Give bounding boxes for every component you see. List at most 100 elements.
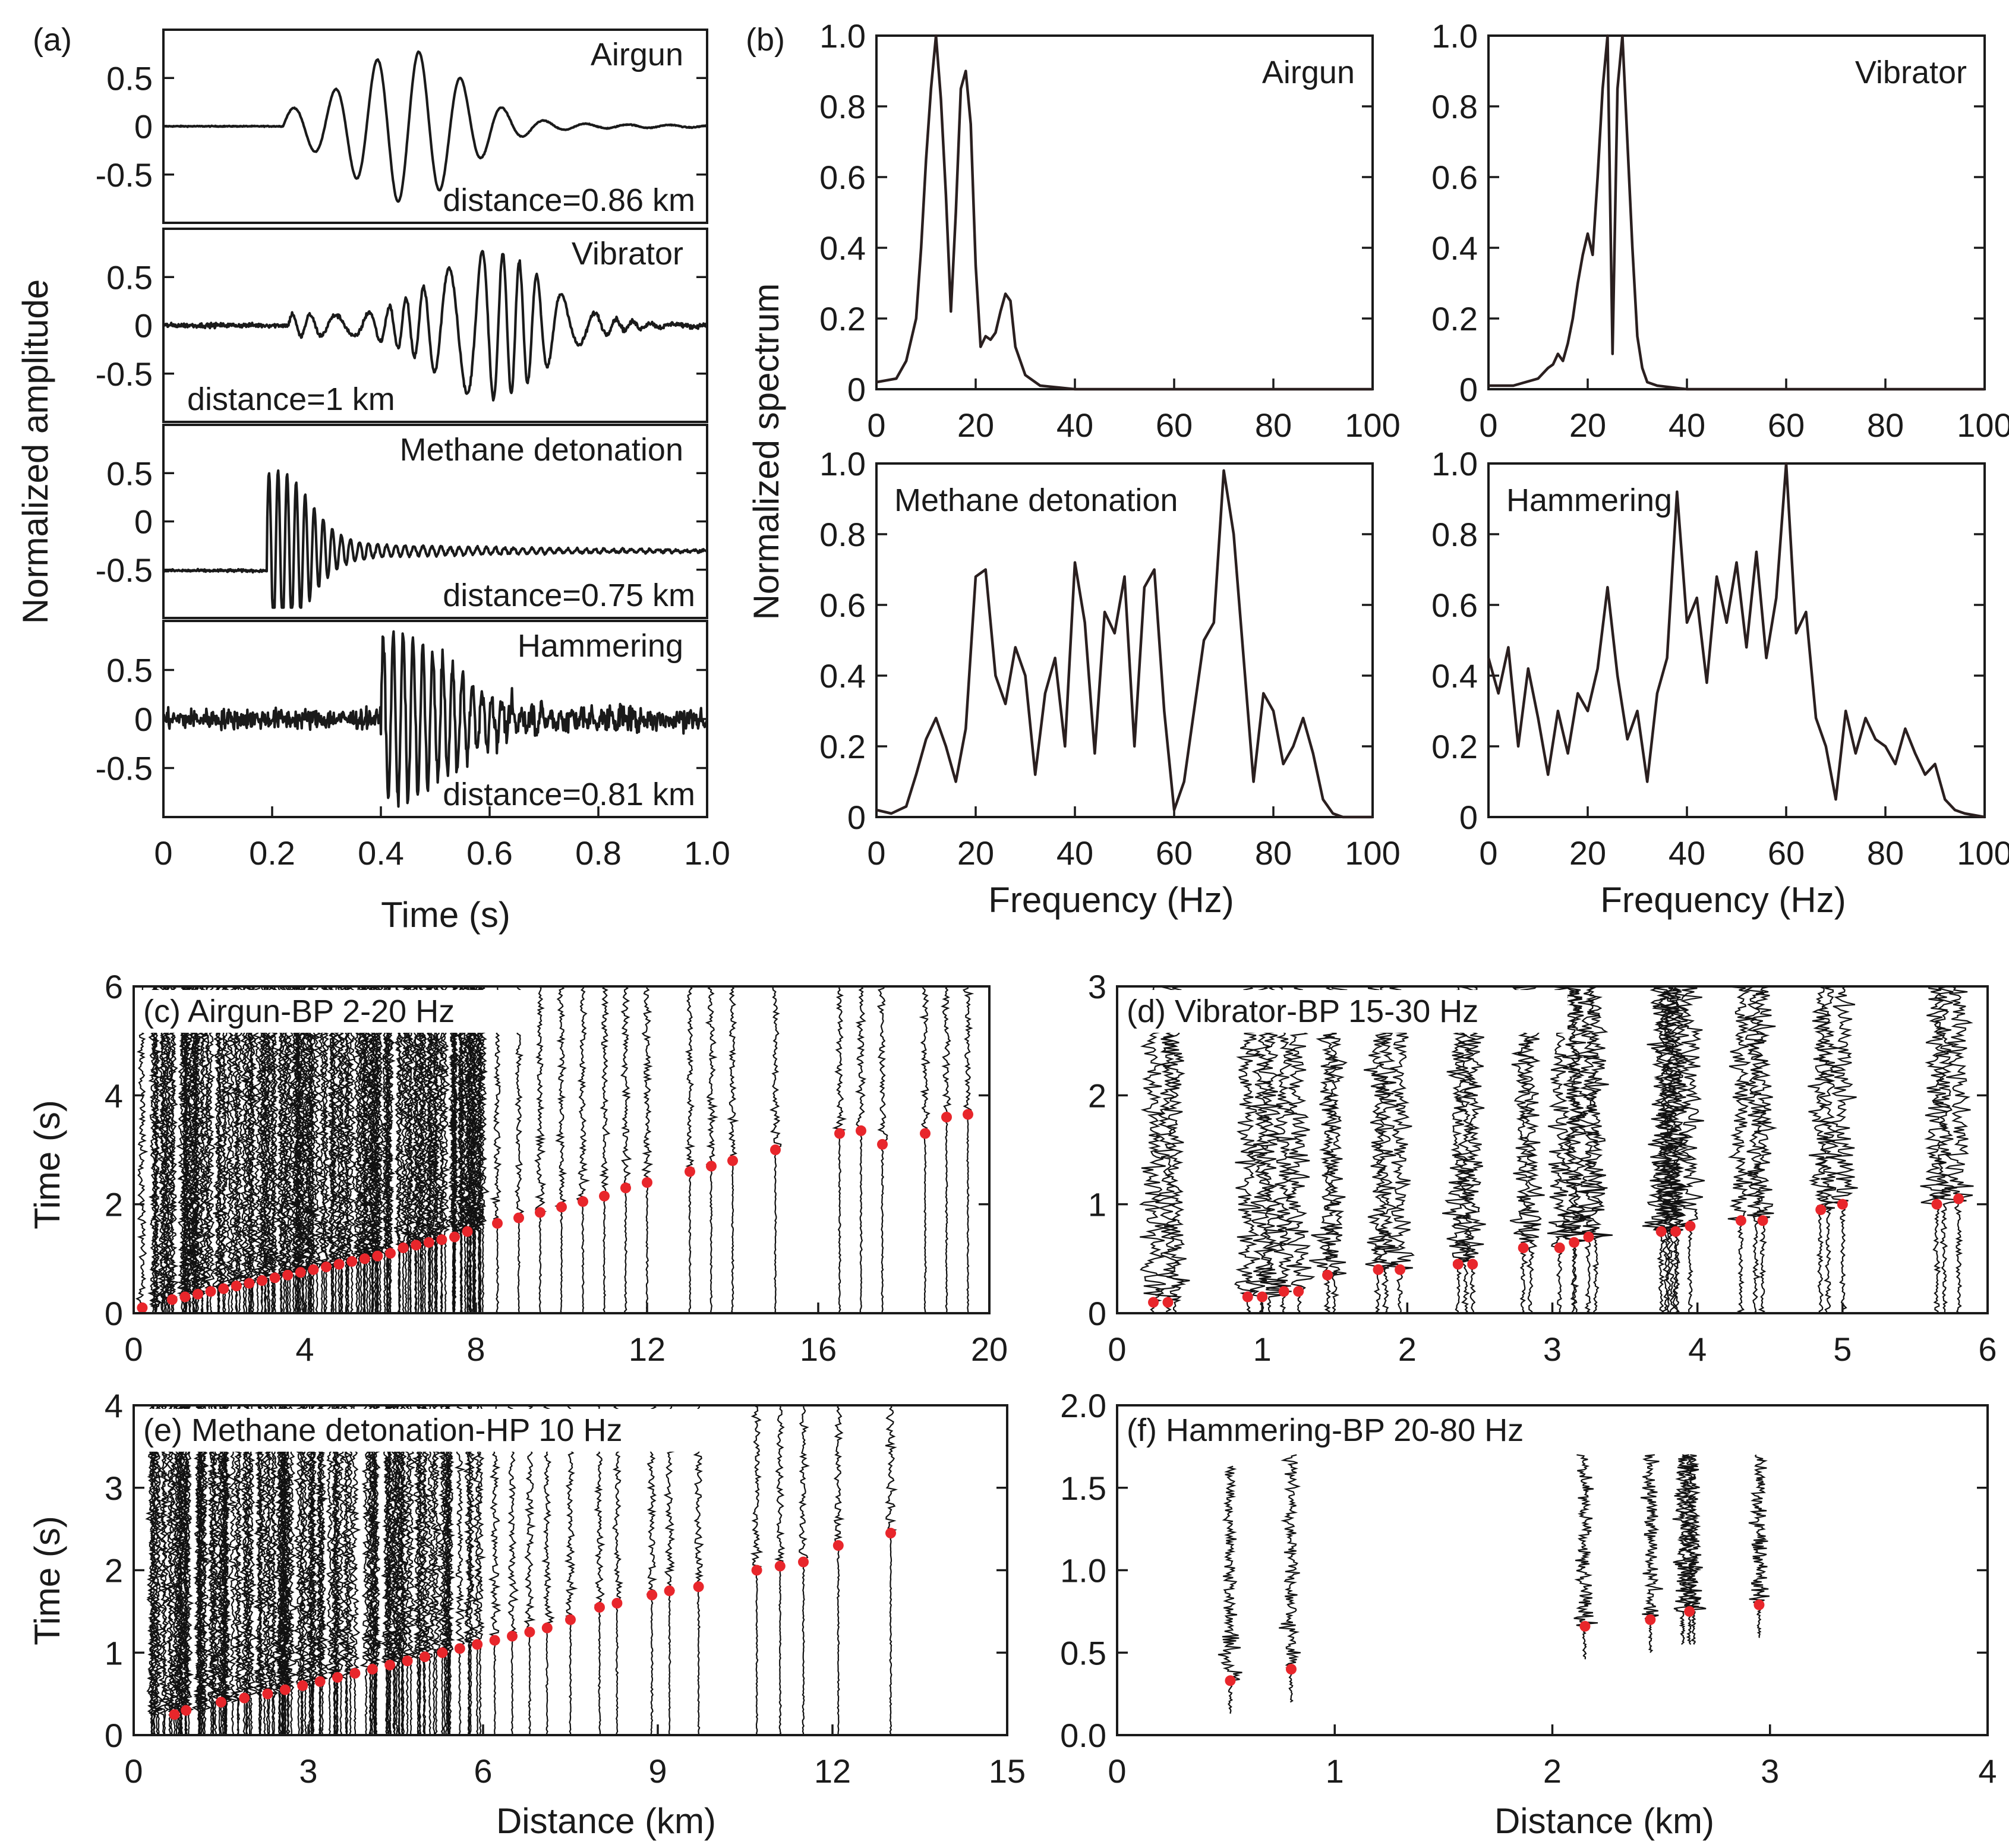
panel-d-first-arrival-pick [1278, 1286, 1289, 1297]
panel-c-first-arrival-pick [205, 1286, 216, 1297]
panel-c-trace [439, 986, 451, 1314]
panel-c-trace [409, 986, 421, 1314]
panel-d-ytick-label: 3 [1088, 968, 1106, 1005]
panel-b-spectrum-methane-detonation: 0 0.2 0.4 0.6 0.8 1.0 0 20 40 60 80 100 Methane deto… [819, 445, 1401, 872]
panel-b-ytick-label: 0.4 [819, 229, 866, 267]
panel-e-trace [833, 1405, 845, 1736]
panel-b-xtick-label: 100 [1345, 834, 1400, 872]
panel-a-ytick-label: -0.5 [96, 750, 153, 787]
panel-b-xtick-label: 0 [867, 406, 885, 444]
panel-e-first-arrival-pick [181, 1705, 192, 1716]
panel-d-trace [1309, 985, 1341, 1314]
panel-e-trace [414, 1405, 428, 1736]
panel-e-first-arrival-pick [751, 1565, 762, 1576]
panel-c-first-arrival-pick [599, 1190, 610, 1201]
panel-c-trace [430, 986, 443, 1314]
panel-c-first-arrival-pick [398, 1242, 409, 1253]
panel-c-trace [462, 986, 473, 1314]
panel-e-trace [370, 1405, 381, 1736]
panel-e-trace [197, 1404, 213, 1736]
panel-label-a: (a) [33, 22, 72, 58]
panel-b-ytick-label: 1.0 [1431, 445, 1478, 483]
panel-a-xtick-label: 0.4 [358, 834, 404, 872]
panel-e-trace [369, 1405, 383, 1736]
panel-a-source-name: Methane detonation [400, 432, 683, 468]
panel-b-spectrum-vibrator: 0 0.2 0.4 0.6 0.8 1.0 0 20 40 60 80 100 Vibrator [1431, 17, 2009, 444]
panel-c-trace [135, 986, 149, 1314]
panel-f-ytick-label: 0.5 [1060, 1634, 1106, 1672]
panel-b-ytick-label: 0.8 [819, 516, 866, 553]
panel-e-first-arrival-pick [216, 1696, 226, 1708]
panel-a-ytick-label: 0.5 [106, 455, 153, 492]
panel-c-trace [514, 986, 525, 1314]
panel-f-first-arrival-pick [1579, 1620, 1591, 1632]
panel-c-trace [420, 986, 431, 1314]
panel-c-first-arrival-pick [385, 1248, 396, 1259]
panel-e-xtick-label: 12 [814, 1752, 851, 1790]
panel-e-trace [383, 1405, 396, 1736]
panel-e-first-arrival-pick [832, 1540, 844, 1551]
panel-c-first-arrival-pick [770, 1144, 781, 1155]
panel-c-trace [394, 986, 405, 1314]
panel-e-first-arrival-pick [297, 1680, 308, 1691]
panel-c-trace [186, 986, 200, 1314]
panel-c-first-arrival-pick [193, 1288, 203, 1300]
panel-c-shot-gather: 0 2 4 6 0 4 8 12 16 20 (c) Airgun-BP 2-20 Hz [105, 968, 1008, 1368]
panel-e-trace [150, 1405, 163, 1736]
panel-f-xtick-label: 3 [1761, 1752, 1779, 1790]
panel-d-first-arrival-pick [1655, 1226, 1667, 1237]
panel-b-xtick-label: 20 [957, 406, 994, 444]
panel-e-trace [304, 1405, 318, 1736]
panel-a-subplot-hammering: 0.5 0 -0.5 Hammering distance=0.81 km 0 0.2 0.4… [96, 620, 730, 872]
panel-c-first-arrival-pick [877, 1139, 888, 1150]
panel-c-trace [832, 986, 847, 1314]
panel-c-trace [311, 986, 325, 1314]
panel-b-ytick-label: 0.8 [1431, 516, 1478, 553]
panel-e-first-arrival-pick [611, 1598, 623, 1609]
panel-e-trace [193, 1405, 206, 1736]
panel-e-first-arrival-pick [402, 1655, 413, 1667]
panel-e-xtick-label: 15 [989, 1752, 1026, 1790]
panel-e-trace [293, 1405, 306, 1736]
panel-a-xtick-label: 0.6 [466, 834, 513, 872]
panel-c-trace [404, 986, 417, 1314]
panel-b-xtick-label: 60 [1768, 406, 1805, 444]
panel-a-distance: distance=0.81 km [443, 777, 695, 812]
panel-c-first-arrival-pick [578, 1196, 588, 1207]
xlabel-distance-e: Distance (km) [496, 1801, 716, 1841]
panel-c-first-arrival-pick [423, 1237, 434, 1248]
panel-b-ytick-label: 1.0 [1431, 17, 1478, 55]
panel-e-trace [230, 1405, 242, 1736]
panel-d-first-arrival-pick [1554, 1242, 1565, 1253]
panel-c-trace [327, 986, 339, 1314]
panel-b-ytick-label: 0.8 [1431, 88, 1478, 125]
panel-b-ytick-label: 0 [1459, 799, 1478, 836]
panel-e-first-arrival-pick [420, 1651, 430, 1663]
panel-e-trace [488, 1405, 502, 1736]
panel-b-xtick-label: 100 [1957, 406, 2009, 444]
panel-b-xtick-label: 80 [1867, 406, 1904, 444]
panel-e-trace [180, 1405, 192, 1736]
panel-e-first-arrival-pick [262, 1688, 273, 1699]
panel-c-first-arrival-pick [295, 1267, 306, 1278]
ylabel-time-c: Time (s) [27, 1100, 67, 1229]
panel-c-trace [554, 986, 567, 1314]
panel-b-xtick-label: 60 [1156, 406, 1193, 444]
panel-b-subplot-frame [875, 462, 1374, 818]
panel-c-trace [247, 986, 258, 1314]
panel-b-ytick-label: 0.8 [819, 88, 866, 125]
panel-b-xtick-label: 40 [1056, 834, 1093, 872]
panel-e-trace [217, 1405, 231, 1736]
panel-c-first-arrival-pick [535, 1207, 545, 1218]
panel-b-ytick-label: 0.4 [1431, 657, 1478, 695]
panel-d-trace [1449, 985, 1480, 1314]
panel-f-shot-gather: 0.0 0.5 1.0 1.5 2.0 0 1 2 3 4 (f) Hammering-BP 20-… [1060, 1387, 1997, 1790]
panel-e-trace [427, 1405, 443, 1736]
panel-c-trace [335, 986, 348, 1314]
panel-c-first-arrival-pick [685, 1166, 695, 1177]
panel-d-trace [1364, 985, 1399, 1314]
panel-d-trace [1245, 985, 1276, 1314]
panel-d-first-arrival-pick [1293, 1286, 1304, 1297]
panel-f-first-arrival-pick [1225, 1675, 1236, 1686]
static-layer: Normalized amplitude Time (s) Normalized… [15, 22, 1846, 1841]
